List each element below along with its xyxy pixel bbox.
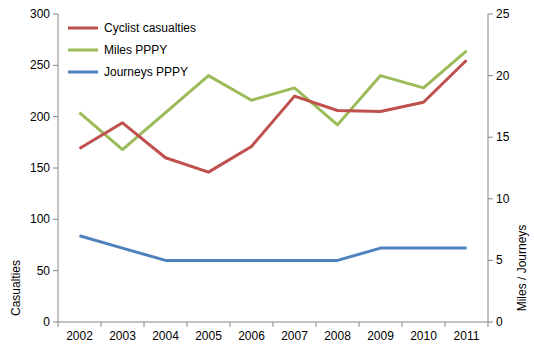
x-tick-label: 2002 [66,329,93,343]
y2-tick-label: 5 [496,253,503,267]
y2-axis-line [488,14,489,322]
legend-label: Miles PPPY [104,43,167,57]
legend-swatch [68,27,98,30]
y2-tick-label: 0 [496,315,503,329]
y2-tick [488,75,493,76]
legend-label: Journeys PPPY [104,65,188,79]
x-tick-label: 2006 [238,329,265,343]
x-tick-label: 2004 [152,329,179,343]
y-tick-label: 300 [30,7,50,21]
y2-tick-label: 25 [496,7,510,21]
legend-swatch [68,71,98,74]
legend-label: Cyclist casualties [104,21,196,35]
y2-tick [488,198,493,199]
y-tick [53,65,58,66]
y2-tick [488,14,493,15]
y-tick-label: 150 [30,161,50,175]
x-tick-label: 2007 [281,329,308,343]
y-tick-label: 200 [30,110,50,124]
y2-tick [488,260,493,261]
x-tick-label: 2011 [454,329,480,343]
y2-tick-label: 20 [496,69,510,83]
y-tick [53,322,58,323]
x-tick [144,322,145,327]
y-tick [53,116,58,117]
x-tick [359,322,360,327]
y-tick [53,219,58,220]
x-tick [273,322,274,327]
legend-swatch [68,49,98,52]
y-tick-label: 50 [37,264,51,278]
y-tick [53,270,58,271]
y-tick-label: 250 [30,58,50,72]
y-axis-title: Casualties [9,260,23,316]
series-line [80,60,467,172]
y2-tick [488,137,493,138]
y2-axis-title: Miles / Journeys [515,225,529,312]
x-tick-label: 2010 [410,329,437,343]
y2-tick-label: 10 [496,192,510,206]
x-tick [316,322,317,327]
x-tick [101,322,102,327]
x-tick [402,322,403,327]
x-tick [187,322,188,327]
x-tick-label: 2005 [195,329,222,343]
plot-area [80,51,467,260]
y-tick-label: 0 [43,315,50,329]
y-tick-label: 100 [30,212,50,226]
y2-tick-label: 15 [496,130,510,144]
x-tick [488,322,489,327]
chart: 0 50 100 150 200 250 300 0 5 10 15 20 25 2002 2003 2004… [0,0,534,355]
y2-tick [488,322,493,323]
x-tick-label: 2008 [324,329,351,343]
x-tick-label: 2003 [109,329,136,343]
y-tick [53,14,58,15]
x-tick [58,322,59,327]
y-tick [53,168,58,169]
x-tick [230,322,231,327]
x-tick [445,322,446,327]
series-line [80,236,467,261]
x-tick-label: 2009 [367,329,394,343]
